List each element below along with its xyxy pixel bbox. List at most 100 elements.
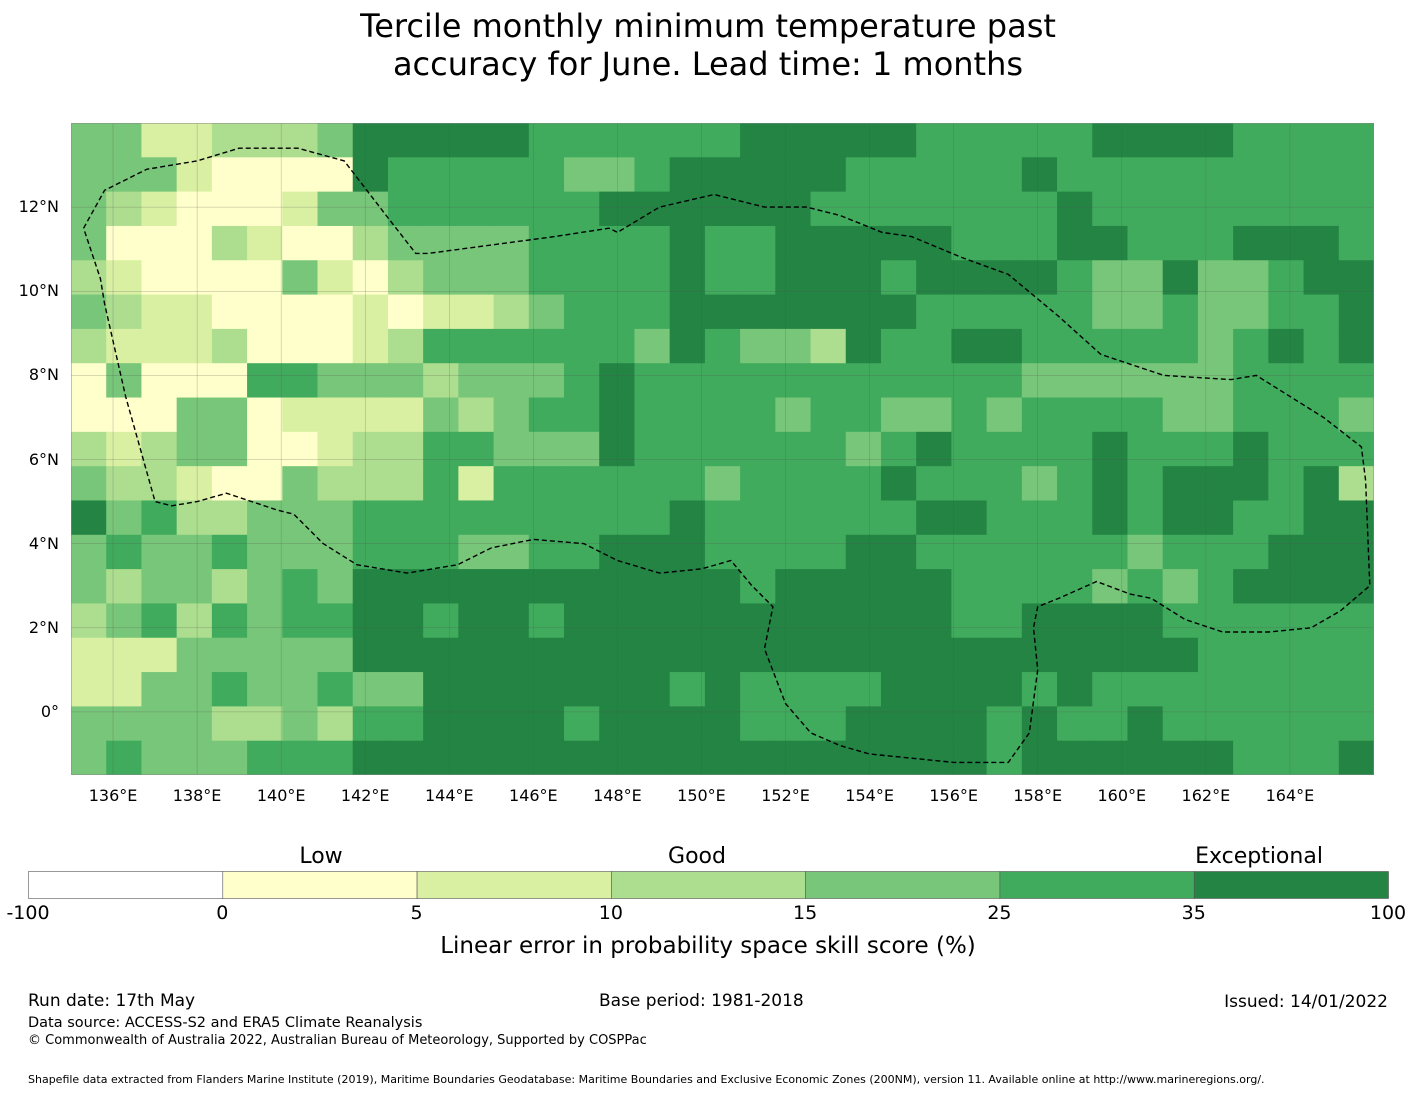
skill-score-map [71,123,1374,775]
map-cell [106,294,143,330]
map-cell [493,328,530,364]
map-cell [1338,637,1374,673]
map-cell [1162,397,1199,433]
map-cell [704,397,741,433]
map-cell [634,328,671,364]
map-cell [599,260,636,296]
map-cell [352,157,389,193]
map-cell [986,466,1023,502]
map-cell [599,637,636,673]
map-cell [599,328,636,364]
map-cell [986,706,1023,742]
map-cell [1057,603,1093,639]
map-cell [740,500,776,536]
map-cell [1127,740,1164,775]
map-cell [247,123,283,158]
map-cell [704,225,741,261]
map-cell [1303,225,1340,261]
map-cell [669,431,706,467]
map-cell [528,294,565,330]
map-cell [880,225,917,261]
map-cell [704,740,741,775]
map-cell [634,397,671,433]
map-cell [599,123,636,158]
map-cell [1268,397,1305,433]
map-cell [71,500,107,536]
map-cell [634,191,671,227]
map-cell [775,397,812,433]
map-cell [740,397,776,433]
map-cell [1197,431,1234,467]
map-cell [916,191,953,227]
map-cell [775,123,812,158]
map-cell [740,569,776,605]
map-cell [880,294,917,330]
map-cell [176,706,213,742]
map-cell [669,397,706,433]
map-cell [106,534,143,570]
map-cell [916,431,953,467]
map-cell [1268,294,1305,330]
map-cell [704,328,741,364]
map-cell [564,569,600,605]
map-cell [247,294,283,330]
map-cell [986,569,1023,605]
map-cell [493,706,530,742]
map-cell [1197,225,1234,261]
map-cell [387,500,424,536]
map-cell [387,157,424,193]
map-cell [740,672,776,707]
map-cell [564,328,600,364]
map-cell [669,363,706,399]
map-cell [211,740,248,775]
map-cell [528,500,565,536]
map-cell [951,603,988,639]
map-cell [845,260,882,296]
map-cell [1338,157,1374,193]
map-cell [564,157,600,193]
map-cell [247,363,283,399]
map-cell [387,123,424,158]
map-cell [1127,706,1164,742]
map-cell [810,466,847,502]
map-cell [1127,672,1164,707]
map-cell [317,157,354,193]
map-cell [845,431,882,467]
map-cell [775,637,812,673]
map-cell [740,431,776,467]
map-cell [493,363,530,399]
x-tick-label: 142°E [340,786,390,805]
map-cell [1233,534,1269,570]
map-cell [1233,569,1269,605]
colorbar-tick-label: 15 [793,902,818,924]
map-cell [880,123,917,158]
map-cell [634,706,671,742]
map-cell [211,431,248,467]
map-cell [1233,294,1269,330]
map-cell [282,672,319,707]
map-cell [1021,363,1058,399]
map-cell [1338,260,1374,296]
map-cell [669,328,706,364]
map-cell [352,123,389,158]
map-cell [1057,500,1093,536]
map-cell [1092,637,1129,673]
map-cell [1197,672,1234,707]
map-cell [458,157,495,193]
map-cell [1127,225,1164,261]
map-cell [986,672,1023,707]
map-cell [599,397,636,433]
map-cell [106,225,143,261]
map-cell [1127,466,1164,502]
map-cell [106,672,143,707]
map-cell [845,603,882,639]
map-cell [317,294,354,330]
map-cell [71,328,107,364]
map-cell [916,637,953,673]
map-cell [317,363,354,399]
map-cell [387,672,424,707]
map-cell [282,328,319,364]
map-cell [951,569,988,605]
map-cell [352,431,389,467]
map-cell [1092,740,1129,775]
